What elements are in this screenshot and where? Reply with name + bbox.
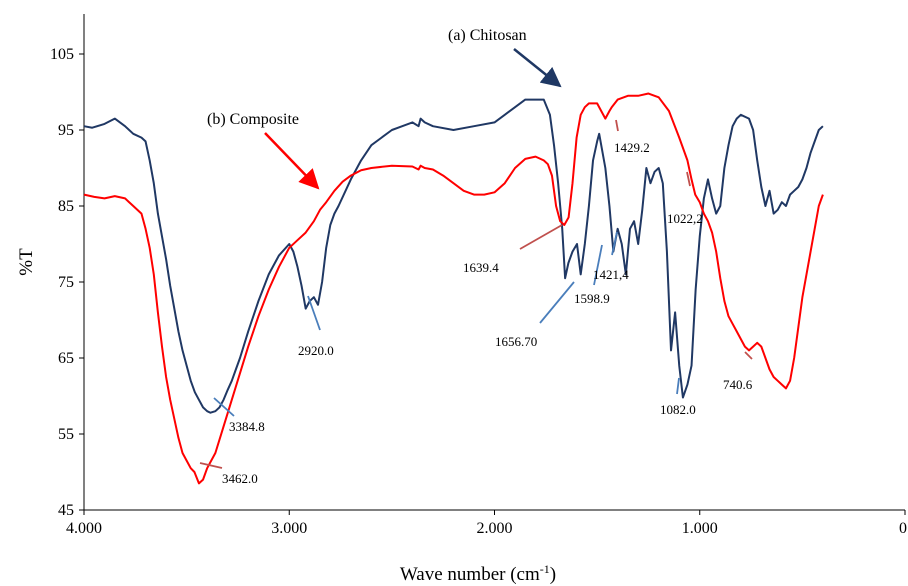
- callout-leader-1421: [611, 231, 618, 256]
- peak-callouts: 3384.8 2920.0 1656.70 1598.9 1421,4 1082…: [199, 119, 753, 486]
- peak-label-1022: 1022,2: [667, 211, 703, 226]
- composite-series-line: [83, 92, 824, 485]
- callout-leader-1656: [539, 281, 575, 324]
- chitosan-series-label: (a) Chitosan: [448, 27, 527, 44]
- peak-label-3384: 3384.8: [229, 419, 265, 434]
- x-axis-unit-exp: -1: [540, 562, 550, 576]
- x-tick-label: 2.000: [477, 520, 513, 537]
- peak-label-3462: 3462.0: [222, 471, 258, 486]
- peak-label-1639: 1639.4: [463, 260, 499, 275]
- callout-leader-3462: [199, 462, 223, 469]
- callout-leader-1639: [519, 224, 563, 250]
- series-labels: (a) Chitosan (b) Composite: [207, 27, 562, 190]
- peak-label-1429: 1429.2: [614, 140, 650, 155]
- peak-label-1656: 1656.70: [495, 334, 537, 349]
- callout-leader-2920: [307, 295, 321, 331]
- x-tick-label: 4.000: [66, 520, 102, 537]
- y-tick-label: 45: [58, 502, 74, 519]
- peak-label-2920: 2920.0: [298, 343, 334, 358]
- x-axis-title-text: Wave number: [400, 564, 506, 585]
- x-tick-label: 0: [899, 520, 907, 537]
- y-axis-ticks: 45 55 65 75 85 95 105: [50, 46, 84, 519]
- x-tick-label: 3.000: [271, 520, 307, 537]
- y-tick-label: 105: [50, 46, 74, 63]
- y-tick-label: 95: [58, 122, 74, 139]
- peak-label-740: 740.6: [723, 377, 753, 392]
- callout-leader-1429: [615, 119, 619, 132]
- chitosan-series-line: [83, 98, 824, 414]
- y-axis-title: %T: [16, 248, 37, 276]
- callout-leader-1598: [593, 244, 603, 286]
- callout-leader-1022: [686, 171, 691, 187]
- callout-leader-740: [744, 351, 753, 360]
- y-tick-label: 75: [58, 274, 74, 291]
- peak-label-1598: 1598.9: [574, 291, 610, 306]
- x-axis-ticks: 4.000 3.000 2.000 1.000 0: [66, 510, 907, 537]
- callout-leader-3384: [213, 397, 235, 417]
- callout-leader-1082: [676, 377, 680, 395]
- x-tick-label: 1.000: [682, 520, 718, 537]
- y-tick-label: 55: [58, 426, 74, 443]
- peak-label-1082: 1082.0: [660, 402, 696, 417]
- y-tick-label: 65: [58, 350, 74, 367]
- chitosan-label-arrow: [513, 48, 562, 88]
- x-axis-unit-open: (: [505, 564, 516, 585]
- x-axis-unit-close: ): [550, 564, 556, 585]
- x-axis-unit-base: cm: [517, 564, 540, 585]
- composite-series-label: (b) Composite: [207, 111, 299, 128]
- x-axis-title: Wave number (cm-1): [400, 562, 556, 585]
- y-tick-label: 85: [58, 198, 74, 215]
- axis-titles: %T Wave number (cm-1): [16, 248, 556, 585]
- peak-label-1421: 1421,4: [593, 267, 629, 282]
- composite-label-arrow: [264, 132, 320, 190]
- series-lines: [83, 92, 824, 485]
